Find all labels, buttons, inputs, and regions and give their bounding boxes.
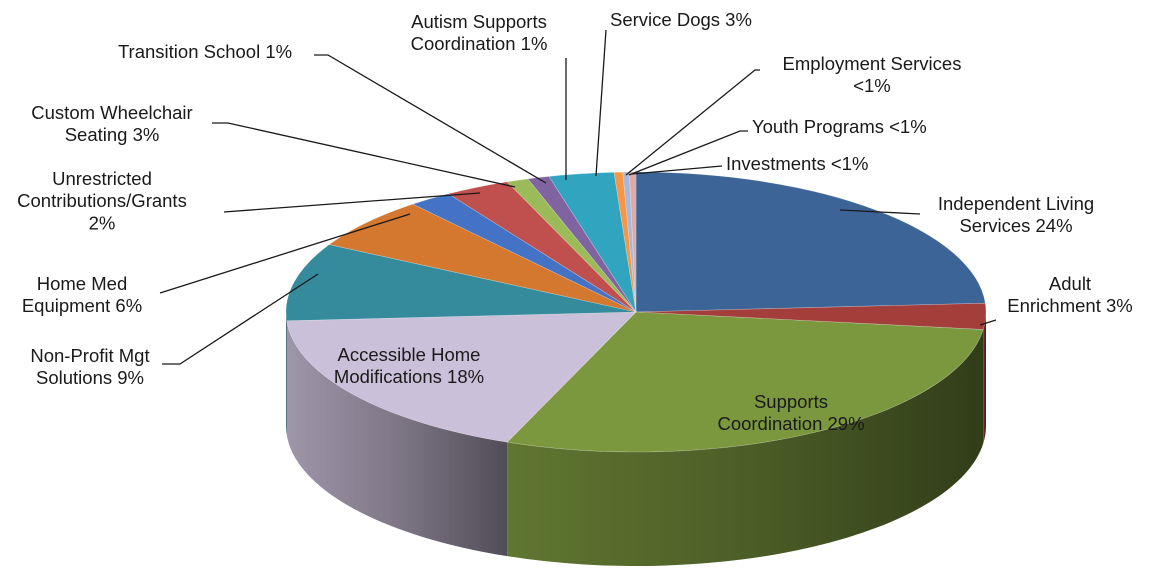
leader-lines [159, 29, 997, 365]
pie-slice-employment-services [613, 171, 637, 313]
leader-line-custom-wheelchair [212, 122, 516, 188]
slice-label-line: <1% [853, 75, 891, 96]
slice-label-line: Transition School 1% [118, 41, 292, 62]
slice-label-line: Home Med [37, 273, 127, 294]
slice-label-independent-living: Independent Living Services 24% [938, 193, 1094, 236]
slice-label-supports-coordination: Supports Coordination 29% [717, 391, 864, 434]
slice-label-line: Unrestricted [52, 168, 152, 189]
slice-label-youth-programs: Youth Programs <1% [752, 116, 927, 137]
slice-label-line: Contributions/Grants [17, 190, 187, 211]
slice-label-line: Seating 3% [65, 124, 160, 145]
leader-line-service-dogs [595, 29, 607, 177]
leader-line-home-med-equipment [159, 213, 411, 294]
pie-slice-independent-living [635, 171, 986, 313]
slice-label-autism-supports: Autism Supports Coordination 1% [411, 11, 548, 54]
pie-slice-non-profit-mgt [285, 244, 637, 322]
slice-label-line: Coordination 1% [411, 33, 548, 54]
slice-labels: Independent Living Services 24% Adult Enric… [17, 9, 1133, 434]
slice-label-line: Non-Profit Mgt [30, 345, 149, 366]
slice-label-adult-enrichment: Adult Enrichment 3% [1007, 273, 1132, 316]
pie-sides [286, 312, 986, 566]
slice-label-unrestricted-contributions: Unrestricted Contributions/Grants 2% [17, 168, 187, 233]
slice-label-employment-services: Employment Services <1% [783, 53, 962, 96]
pie-side-adult-enrichment [983, 312, 986, 444]
leader-line-independent-living [839, 209, 921, 215]
slice-label-line: Employment Services [783, 53, 962, 74]
leader-line-employment-services [625, 69, 760, 176]
slice-label-line: Supports [754, 391, 828, 412]
slice-label-line: Modifications 18% [334, 366, 484, 387]
slice-label-home-med-equipment: Home Med Equipment 6% [22, 273, 142, 316]
slice-label-line: Services 24% [959, 215, 1072, 236]
slice-label-service-dogs: Service Dogs 3% [610, 9, 752, 30]
slice-label-accessible-home-mods: Accessible Home Modifications 18% [334, 344, 484, 387]
slice-label-line: Service Dogs 3% [610, 9, 752, 30]
slice-label-line: Solutions 9% [36, 367, 144, 388]
slice-label-non-profit-mgt: Non-Profit Mgt Solutions 9% [30, 345, 149, 388]
pie-side-supports-coordination [507, 329, 984, 566]
slice-label-line: 2% [89, 212, 116, 233]
leader-line-non-profit-mgt [162, 273, 319, 365]
slice-label-line: Autism Supports [411, 11, 547, 32]
pie-slice-unrestricted-contributions [412, 193, 637, 313]
pie-side-non-profit-mgt [286, 312, 287, 435]
pie-slice-supports-coordination [506, 311, 984, 453]
pie-slice-accessible-home-mods [286, 311, 637, 443]
slice-label-line: Adult [1049, 273, 1091, 294]
pie-side-accessible-home-mods [286, 320, 508, 557]
slice-label-line: Coordination 29% [717, 413, 864, 434]
slice-label-line: Youth Programs <1% [752, 116, 927, 137]
slice-label-transition-school: Transition School 1% [118, 41, 292, 62]
leader-line-youth-programs [628, 130, 748, 176]
slice-label-line: Equipment 6% [22, 295, 142, 316]
pie-top-slices [285, 171, 987, 453]
leader-line-unrestricted-contributions [223, 192, 481, 213]
pie-slice-home-med-equipment [328, 203, 637, 313]
pie-slice-service-dogs [548, 171, 637, 313]
slice-label-line: Custom Wheelchair [31, 102, 192, 123]
slice-label-custom-wheelchair: Custom Wheelchair Seating 3% [31, 102, 192, 145]
pie-slice-transition-school [506, 178, 637, 313]
leader-line-adult-enrichment [979, 319, 997, 326]
pie-slice-adult-enrichment [635, 302, 987, 330]
slice-label-line: Independent Living [938, 193, 1094, 214]
slice-label-line: Enrichment 3% [1007, 295, 1132, 316]
leader-line-investments [631, 165, 723, 175]
slice-label-line: Accessible Home [338, 344, 481, 365]
pie-slice-custom-wheelchair [447, 181, 637, 313]
pie-slice-autism-supports [527, 176, 637, 313]
slice-label-line: Investments <1% [726, 153, 868, 174]
slice-label-investments: Investments <1% [726, 153, 868, 174]
leader-line-transition-school [314, 54, 547, 184]
